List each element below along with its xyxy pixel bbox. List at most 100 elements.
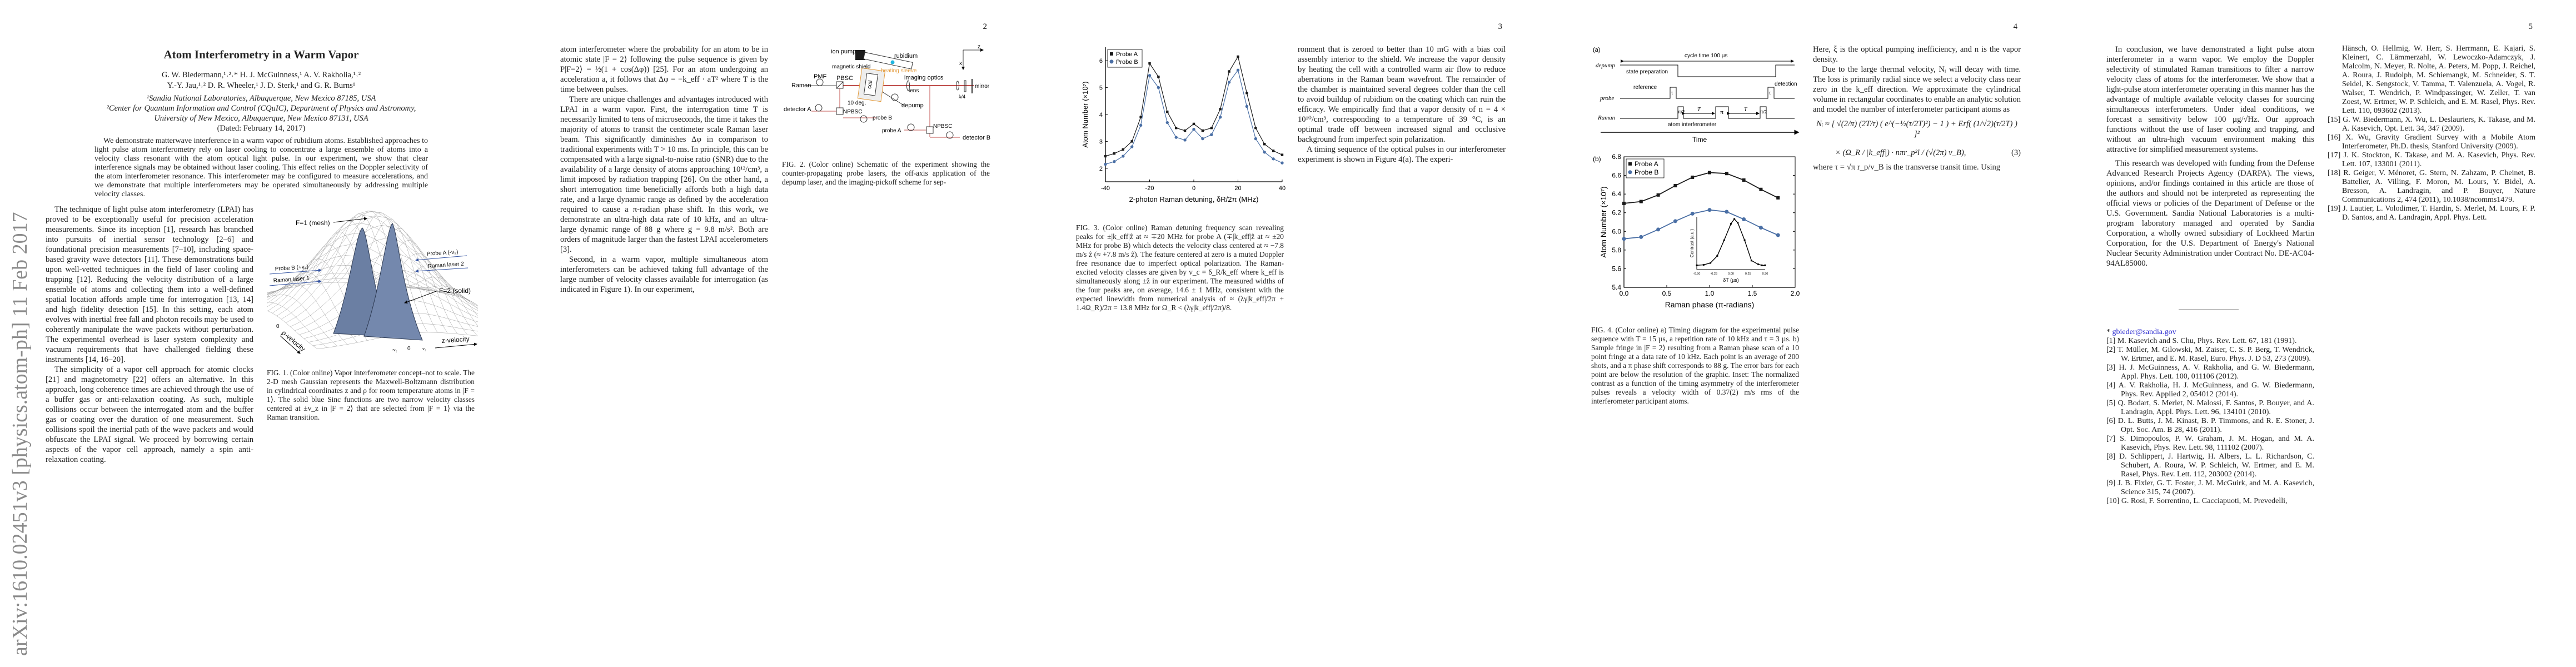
label-f1-mesh: F=1 (mesh) bbox=[296, 219, 330, 227]
x-tick-label: 2.0 bbox=[1791, 290, 1800, 297]
tick-neg-vz: -v₂ bbox=[392, 347, 397, 352]
data-point bbox=[1122, 155, 1125, 158]
rho-zero-tick: 0 bbox=[276, 323, 280, 330]
data-point bbox=[1690, 211, 1695, 216]
authors-line-1: G. W. Biedermann,¹˒²˒* H. J. McGuinness,… bbox=[161, 71, 361, 79]
legend-marker bbox=[1628, 162, 1632, 166]
data-point bbox=[1758, 226, 1763, 230]
data-point bbox=[1272, 150, 1275, 152]
inset-x-tick-label: 0.50 bbox=[1762, 272, 1768, 276]
x-axis-label: 2-photon Raman detuning, δR/2π (MHz) bbox=[1129, 195, 1259, 203]
y-tick-label: 5.6 bbox=[1612, 265, 1621, 272]
y-tick-label: 6.6 bbox=[1612, 172, 1621, 180]
legend-box bbox=[1107, 49, 1143, 68]
paper-title: Atom Interferometry in a Warm Vapor bbox=[163, 48, 359, 61]
data-point bbox=[1245, 104, 1249, 108]
reference-continued: Hänsch, O. Hellmig, W. Herr, S. Herrmann… bbox=[2342, 44, 2535, 115]
data-point bbox=[1183, 129, 1187, 132]
data-point bbox=[1148, 62, 1151, 65]
page-number: 3 bbox=[1498, 22, 1503, 31]
label-imaging-optics: imaging optics bbox=[904, 74, 944, 81]
legend-label: Probe A bbox=[1116, 51, 1138, 58]
data-point bbox=[1113, 160, 1116, 163]
data-point bbox=[1245, 92, 1248, 94]
data-point bbox=[1113, 152, 1116, 155]
y-tick-label: 6.4 bbox=[1612, 190, 1621, 198]
reference: [18] R. Geiger, V. Ménoret, G. Stern, N.… bbox=[2328, 169, 2535, 204]
label-probe-a: Probe A (-v₂) bbox=[426, 249, 458, 257]
label-rubidium: rubidium bbox=[894, 53, 918, 59]
label-depump: depump bbox=[901, 102, 924, 109]
footnote: * gbieder@sandia.gov bbox=[2106, 328, 2314, 337]
data-point bbox=[1725, 210, 1729, 214]
data-point bbox=[1691, 175, 1695, 179]
inset-point bbox=[1730, 223, 1732, 225]
page4-right-column: Here, ξ is the optical pumping inefficie… bbox=[1813, 44, 2021, 172]
label-rho-velocity: ρ-velocity bbox=[280, 329, 307, 353]
label-T-1: T bbox=[1697, 107, 1701, 113]
label-state-preparation: state preparation bbox=[1626, 69, 1668, 75]
tick-pos-vz: v₂ bbox=[422, 346, 426, 351]
data-point bbox=[1166, 110, 1169, 113]
data-point bbox=[1263, 151, 1266, 154]
series-line-probe-b bbox=[1623, 209, 1778, 240]
data-point bbox=[1130, 140, 1133, 143]
figure-4a-timing-diagram: (a) cycle time 100 µs depump state prepa… bbox=[1593, 47, 1800, 143]
label-probe-b: Probe B (+v₂) bbox=[275, 264, 308, 272]
x-tick-label: 40 bbox=[1279, 185, 1285, 192]
paragraph: where τ = √π r_p/v_B is the transverse t… bbox=[1813, 163, 2001, 172]
data-point bbox=[1122, 148, 1124, 151]
tau-reference: τ bbox=[1671, 91, 1673, 96]
y-tick-label: 5.8 bbox=[1612, 246, 1621, 254]
data-point bbox=[1219, 116, 1222, 119]
data-point bbox=[1183, 138, 1187, 142]
y-tick-label: 5.4 bbox=[1612, 283, 1621, 291]
inset-point bbox=[1733, 218, 1736, 220]
page-1: Atom Interferometry in a Warm Vapor G. W… bbox=[0, 0, 515, 667]
affiliation-1: ¹Sandia National Laboratories, Albuquerq… bbox=[146, 94, 376, 103]
x-tick-label: 0.0 bbox=[1620, 290, 1629, 297]
data-point bbox=[1656, 193, 1660, 197]
y-tick-label: 6.2 bbox=[1612, 209, 1621, 217]
email-link[interactable]: gbieder@sandia.gov bbox=[2112, 328, 2176, 336]
label-axis-x: x bbox=[959, 61, 962, 67]
data-point bbox=[1228, 70, 1230, 73]
data-point bbox=[1725, 172, 1728, 176]
arxiv-stamp: arXiv:1610.02451v3 [physics.atom-ph] 11 … bbox=[8, 212, 32, 656]
mesh-line bbox=[407, 286, 478, 317]
label-mirror: mirror bbox=[975, 83, 990, 89]
reference: [9] J. B. Fixler, G. T. Foster, J. M. Mc… bbox=[2106, 479, 2314, 496]
data-point bbox=[1639, 200, 1643, 203]
inset-y-label: Contrast (a.u.) bbox=[1690, 229, 1695, 257]
date-line: (Dated: February 14, 2017) bbox=[217, 124, 306, 133]
data-point bbox=[1174, 136, 1178, 139]
label-pmf: PMF bbox=[814, 73, 827, 80]
x-tick-label: 0 bbox=[1192, 185, 1195, 192]
label-npbsc-1: NPBSC bbox=[843, 109, 862, 115]
data-point bbox=[1776, 233, 1780, 237]
label-T-2: T bbox=[1744, 107, 1748, 113]
page-2: 2 atom interferometer where the probabil… bbox=[515, 0, 1030, 667]
label-cycle-time: cycle time 100 µs bbox=[1685, 53, 1727, 59]
inset-point bbox=[1716, 255, 1718, 257]
mesh-line bbox=[286, 238, 478, 323]
equation-3-line-1: Nᵢ ≈ [ √(2/π) (2T/τ) ( e^(−½(τ/2T)²) − 1… bbox=[1816, 120, 2017, 138]
inset-x-label: δT (µs) bbox=[1723, 277, 1739, 283]
paragraph: A timing sequence of the optical pulses … bbox=[1298, 145, 1506, 164]
figure-2-caption: FIG. 2. (Color online) Schematic of the … bbox=[782, 160, 990, 186]
label-raman: Raman bbox=[791, 82, 811, 89]
data-point bbox=[1707, 208, 1712, 212]
page-3: 3 -40 -20 0 20 40 2 3 4 5 6 2-photon Raman detunin… bbox=[1030, 0, 1546, 667]
y-tick-label: 6 bbox=[1099, 58, 1103, 64]
inset-point bbox=[1761, 264, 1763, 266]
reference: [15] G. W. Biedermann, X. Wu, L. Deslaur… bbox=[2328, 116, 2535, 133]
label-ion-pump: ion pump bbox=[831, 48, 856, 55]
inset-x-tick-label: -0.50 bbox=[1693, 272, 1701, 276]
raman-trace bbox=[1620, 106, 1795, 119]
data-point bbox=[1272, 157, 1275, 161]
ion-pump-block bbox=[855, 50, 865, 60]
inset-point bbox=[1757, 263, 1760, 266]
reference: [7] S. Dimopoulos, P. W. Graham, J. M. H… bbox=[2106, 435, 2314, 452]
x-axis-label: Raman phase (π-radians) bbox=[1665, 300, 1755, 309]
data-point bbox=[1157, 86, 1160, 89]
